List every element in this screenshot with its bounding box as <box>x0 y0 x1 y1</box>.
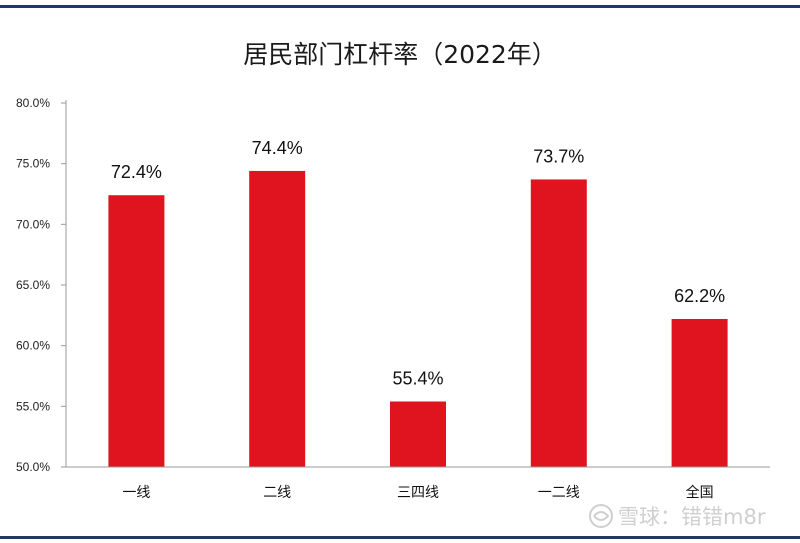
y-tick-label: 70.0% <box>16 217 50 231</box>
watermark-text: 雪球：错错m8r <box>618 505 766 529</box>
chart-title: 居民部门杠杆率（2022年） <box>243 40 557 69</box>
bars: 72.4% 74.4% 55.4% 73.7% 62.2% <box>108 138 728 468</box>
y-tick-label: 80.0% <box>16 96 50 110</box>
bar <box>671 318 728 467</box>
bottom-border-rule <box>0 536 800 539</box>
y-axis-ticks: 50.0% 55.0% 60.0% 65.0% 70.0% 75.0% 80.0% <box>16 96 66 474</box>
snowball-logo-icon <box>589 504 613 528</box>
data-label: 62.2% <box>674 286 725 306</box>
y-tick-label: 50.0% <box>16 460 50 474</box>
data-label: 73.7% <box>533 146 584 166</box>
watermark: 雪球：错错m8r <box>589 504 766 529</box>
bar <box>108 195 165 468</box>
bar <box>530 179 587 467</box>
x-axis-ticks: 一线 二线 三四线 一二线 全国 <box>122 484 713 501</box>
x-tick-label: 三四线 <box>397 485 439 501</box>
x-tick-label: 全国 <box>686 484 714 501</box>
x-tick-label: 一线 <box>122 485 150 501</box>
data-label: 55.4% <box>392 368 443 388</box>
y-tick-label: 75.0% <box>16 157 50 171</box>
top-border-rule <box>0 5 800 8</box>
y-tick-label: 65.0% <box>16 278 50 292</box>
data-label: 74.4% <box>252 138 303 158</box>
y-tick-label: 55.0% <box>16 399 50 413</box>
x-tick-label: 一二线 <box>538 485 580 501</box>
y-tick-label: 60.0% <box>16 339 50 353</box>
bar <box>390 401 446 467</box>
data-label: 72.4% <box>111 162 162 182</box>
bar <box>249 170 306 468</box>
x-tick-label: 二线 <box>263 485 291 501</box>
